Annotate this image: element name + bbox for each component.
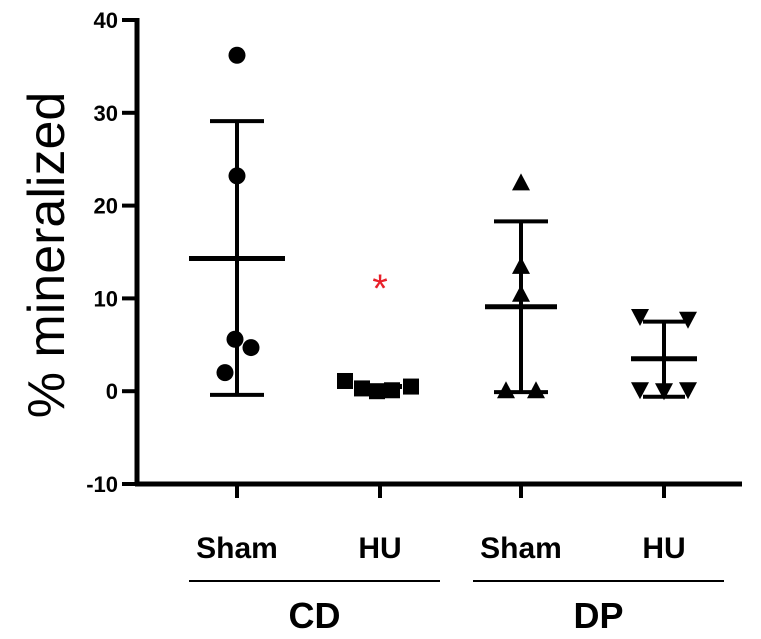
x-category-label: HU <box>358 532 401 565</box>
group-label: DP <box>573 595 623 636</box>
category-labels: Sham HU Sham HU CD DP <box>189 532 724 636</box>
data-point-circle <box>228 167 246 185</box>
x-category-label: Sham <box>196 532 278 565</box>
y-tick-label: 30 <box>94 101 118 126</box>
series-cd-sham <box>189 46 285 397</box>
data-point-circle <box>216 364 234 382</box>
x-category-label: HU <box>642 532 685 565</box>
y-tick-label: 40 <box>94 8 118 33</box>
data-point-square <box>354 380 370 397</box>
y-tick-label: -10 <box>86 472 118 497</box>
data-point-circle <box>242 339 260 357</box>
data-point-triangle-down <box>655 383 673 401</box>
y-tick-label: 10 <box>94 286 118 311</box>
data-point-triangle-down <box>679 382 697 400</box>
series-dp-hu <box>631 308 697 401</box>
group-label: CD <box>289 595 341 636</box>
y-axis-label: % mineralized <box>18 92 76 419</box>
data-point-square <box>337 372 353 389</box>
y-tick-label: 20 <box>94 194 118 219</box>
data-point-triangle-up <box>527 381 545 399</box>
chart-marks: * <box>189 46 697 401</box>
data-point-triangle-up <box>497 381 515 399</box>
data-point-square <box>403 378 419 395</box>
data-point-triangle-down <box>631 308 649 326</box>
data-point-triangle-up <box>512 284 530 302</box>
y-tick-label: 0 <box>106 379 118 404</box>
significance-asterisk: * <box>372 267 388 311</box>
data-point-triangle-up <box>512 173 530 191</box>
data-point-triangle-down <box>679 311 697 329</box>
data-point-triangle-down <box>631 382 649 400</box>
data-point-square <box>384 382 400 399</box>
data-point-triangle-up <box>512 256 530 274</box>
series-cd-hu <box>337 372 419 400</box>
series-dp-sham <box>485 173 557 399</box>
data-point-circle <box>226 330 244 348</box>
axes: -10 0 10 20 30 40 <box>86 8 742 498</box>
data-point-square <box>369 383 385 400</box>
data-point-circle <box>228 46 246 64</box>
x-category-label: Sham <box>480 532 562 565</box>
